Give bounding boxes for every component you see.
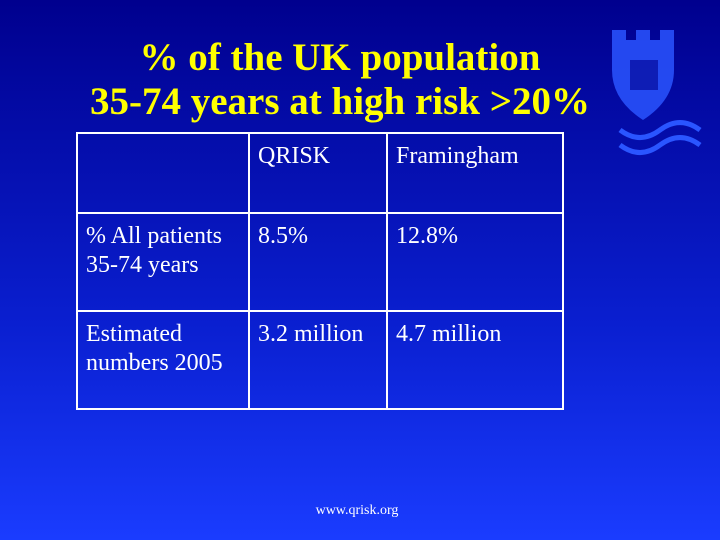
data-table: QRISK Framingham % All patients 35-74 ye…	[76, 132, 564, 410]
row-label: % All patients 35-74 years	[76, 212, 250, 312]
title-line: % of the UK population	[139, 36, 541, 79]
header-cell: Framingham	[386, 132, 564, 214]
cell: 3.2 million	[248, 310, 388, 410]
empty-cell	[76, 132, 250, 214]
title-line: 35-74 years at high risk >20%	[90, 80, 590, 123]
cell: 4.7 million	[386, 310, 564, 410]
cell: 12.8%	[386, 212, 564, 312]
footer-url: www.qrisk.org	[315, 503, 399, 518]
cell: 8.5%	[248, 212, 388, 312]
header-cell: QRISK	[248, 132, 388, 214]
row-label: Estimated numbers 2005	[76, 310, 250, 410]
logo	[612, 30, 702, 155]
